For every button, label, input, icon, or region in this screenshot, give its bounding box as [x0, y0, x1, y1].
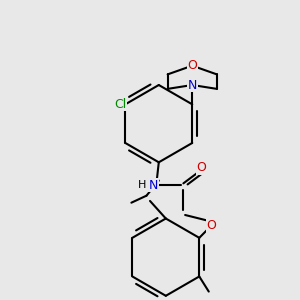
Text: Cl: Cl	[114, 98, 126, 111]
Text: O: O	[206, 219, 216, 232]
Text: H: H	[138, 180, 146, 190]
Text: O: O	[187, 59, 197, 72]
Text: N: N	[149, 178, 158, 192]
Text: O: O	[197, 161, 207, 174]
Text: N: N	[188, 79, 197, 92]
